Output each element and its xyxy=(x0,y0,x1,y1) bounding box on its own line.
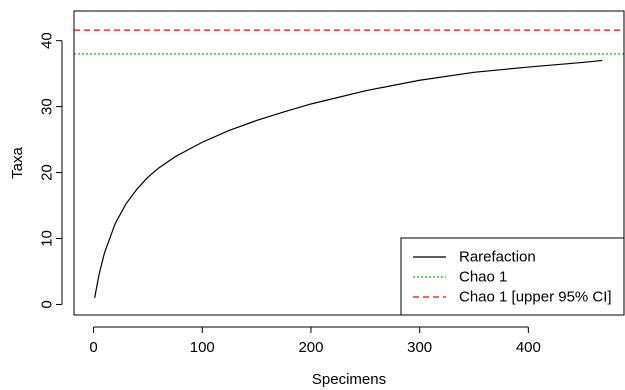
y-axis-title: Taxa xyxy=(9,147,26,179)
y-axis: 0 10 20 30 40 xyxy=(38,32,63,309)
y-tick-label: 10 xyxy=(39,230,56,247)
x-tick-label: 300 xyxy=(407,339,432,356)
x-tick-label: 200 xyxy=(298,339,323,356)
y-tick-label: 20 xyxy=(39,164,56,181)
series-lines xyxy=(74,29,624,298)
x-tick-label: 400 xyxy=(516,339,541,356)
x-tick-label: 100 xyxy=(190,339,215,356)
y-tick-label: 30 xyxy=(38,98,55,115)
y-tick-label: 40 xyxy=(39,32,56,49)
y-tick-label: 0 xyxy=(39,300,56,308)
legend-label: Chao 1 [upper 95% CI] xyxy=(459,289,612,306)
x-tick-label: 0 xyxy=(89,339,97,356)
legend: Rarefaction Chao 1 Chao 1 [upper 95% CI] xyxy=(400,237,625,316)
legend-label: Chao 1 xyxy=(459,269,507,286)
series-line-rarefaction xyxy=(94,59,603,298)
x-axis: 0 100 200 300 400 xyxy=(89,326,541,356)
x-axis-title: Specimens xyxy=(312,371,386,388)
legend-label: Rarefaction xyxy=(459,249,536,266)
plot-frame xyxy=(73,10,625,316)
